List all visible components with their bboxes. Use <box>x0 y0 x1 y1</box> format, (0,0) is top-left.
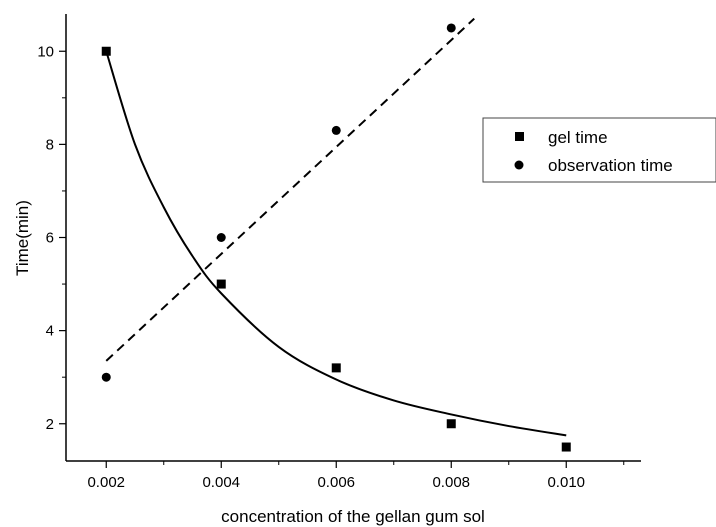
y-tick-label: 8 <box>46 136 54 153</box>
axes: 0.002 0.004 0.006 0.008 0.010 2 4 6 8 10 <box>37 14 641 491</box>
x-tick-label: 0.008 <box>432 474 470 491</box>
fit-line-observation-time <box>105 17 475 362</box>
legend-label-observation-time: observation time <box>548 156 673 175</box>
fit-line-gel-time <box>105 50 567 437</box>
x-tick-label: 0.006 <box>317 474 355 491</box>
y-tick-label: 10 <box>37 43 54 60</box>
data-point-gel-time <box>446 419 456 429</box>
y-tick-label: 2 <box>46 416 54 433</box>
data-point-gel-time <box>101 46 111 56</box>
x-tick-label: 0.004 <box>202 474 240 491</box>
data-point-observation-time <box>331 125 341 135</box>
x-tick-label: 0.010 <box>547 474 585 491</box>
legend-label-gel-time: gel time <box>548 128 608 147</box>
data-point-observation-time <box>446 23 456 33</box>
data-point-gel-time <box>561 442 571 452</box>
data-point-gel-time <box>331 363 341 373</box>
data-point-observation-time <box>101 372 111 382</box>
data-point-gel-time <box>216 279 226 289</box>
y-axis-title: Time(min) <box>13 200 32 276</box>
x-axis-title: concentration of the gellan gum sol <box>221 507 485 526</box>
plot-area <box>105 17 567 437</box>
x-tick-label: 0.002 <box>87 474 125 491</box>
legend-marker-observation-time <box>514 160 524 170</box>
y-tick-label: 6 <box>46 230 54 247</box>
data-point-observation-time <box>216 233 226 242</box>
legend: gel time observation time <box>482 117 716 183</box>
data-marks <box>101 23 571 452</box>
legend-box <box>482 117 716 183</box>
legend-marker-gel-time <box>515 132 524 141</box>
y-tick-label: 4 <box>46 323 54 340</box>
